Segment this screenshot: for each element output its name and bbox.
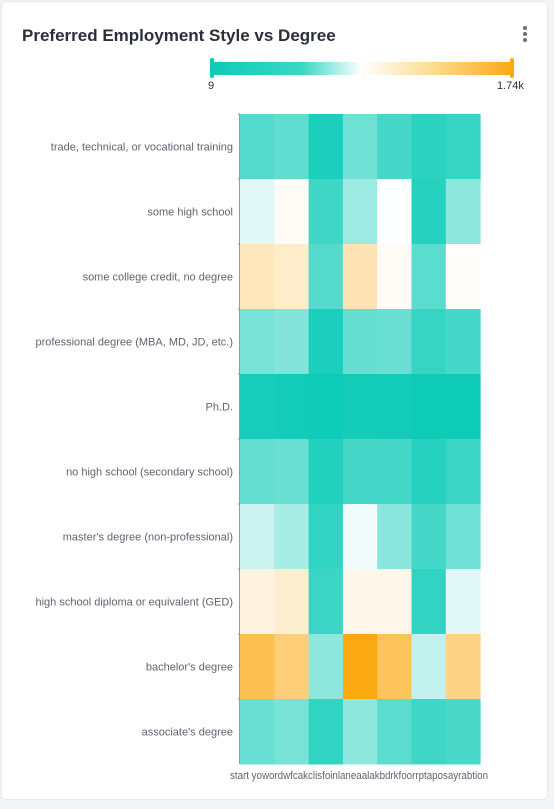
heatmap-cell[interactable] <box>274 114 310 180</box>
y-tick-label: master's degree (non-professional) <box>63 532 233 544</box>
y-tick-label: bachelor's degree <box>146 662 233 674</box>
heatmap-cell[interactable] <box>445 179 481 245</box>
heatmap-cell[interactable] <box>377 114 412 180</box>
heatmap-cell[interactable] <box>342 504 378 570</box>
heatmap-cell[interactable] <box>274 244 310 310</box>
heatmap-cell[interactable] <box>445 634 481 700</box>
heatmap-cell[interactable] <box>240 374 275 440</box>
heatmap-cell[interactable] <box>274 439 310 505</box>
y-tick-label: no high school (secondary school) <box>66 467 233 479</box>
heatmap-cell[interactable] <box>411 504 447 570</box>
heatmap-cell[interactable] <box>445 699 481 765</box>
heatmap-cell[interactable] <box>377 504 412 570</box>
heatmap-cell[interactable] <box>411 634 447 700</box>
heatmap-cell[interactable] <box>342 699 378 765</box>
heatmap-cell[interactable] <box>342 244 378 310</box>
heatmap-cell[interactable] <box>445 504 481 570</box>
legend-max-handle[interactable] <box>510 58 514 78</box>
heatmap-cell[interactable] <box>342 569 378 635</box>
heatmap-cell[interactable] <box>240 504 275 570</box>
heatmap-cell[interactable] <box>377 244 412 310</box>
heatmap-cell[interactable] <box>240 699 275 765</box>
y-tick-label: professional degree (MBA, MD, JD, etc.) <box>36 337 233 349</box>
heatmap-cell[interactable] <box>377 634 412 700</box>
heatmap-cell[interactable] <box>308 569 344 635</box>
heatmap-cell[interactable] <box>274 569 310 635</box>
heatmap-cell[interactable] <box>240 179 275 245</box>
heatmap-cell[interactable] <box>240 569 275 635</box>
heatmap-cell[interactable] <box>445 569 481 635</box>
y-tick-label: trade, technical, or vocational training <box>51 142 233 154</box>
heatmap-cell[interactable] <box>274 374 310 440</box>
heatmap-cell[interactable] <box>342 634 378 700</box>
chart-title: Preferred Employment Style vs Degree <box>22 26 336 45</box>
heatmap-cell[interactable] <box>308 179 344 245</box>
heatmap-cell[interactable] <box>411 699 447 765</box>
legend-min-label: 9 <box>208 80 215 92</box>
heatmap-cell[interactable] <box>308 374 344 440</box>
heatmap-cell[interactable] <box>274 699 310 765</box>
heatmap-cell[interactable] <box>342 179 378 245</box>
heatmap-cell[interactable] <box>308 244 344 310</box>
heatmap-cell[interactable] <box>240 634 275 700</box>
heatmap-cell[interactable] <box>342 309 378 375</box>
y-tick-label: some high school <box>147 207 233 219</box>
color-legend-bar <box>212 62 512 75</box>
heatmap-cell[interactable] <box>377 374 412 440</box>
heatmap-cell[interactable] <box>308 114 344 180</box>
heatmap-cell[interactable] <box>445 374 481 440</box>
heatmap-cell[interactable] <box>274 309 310 375</box>
heatmap-cell[interactable] <box>308 504 344 570</box>
heatmap-cell[interactable] <box>411 244 447 310</box>
heatmap-cell[interactable] <box>240 244 275 310</box>
y-tick-label: high school diploma or equivalent (GED) <box>36 597 234 609</box>
heatmap-cell[interactable] <box>240 309 275 375</box>
heatmap-cell[interactable] <box>411 439 447 505</box>
heatmap-cell[interactable] <box>308 439 344 505</box>
heatmap-cell[interactable] <box>411 374 447 440</box>
heatmap-cell[interactable] <box>342 114 378 180</box>
heatmap-cell[interactable] <box>445 114 481 180</box>
y-tick-label: some college credit, no degree <box>83 272 233 284</box>
heatmap-cell[interactable] <box>411 309 447 375</box>
x-tick-labels: start yowordwfcakclisfoinlaneaalakbdrkfo… <box>230 770 488 782</box>
heatmap-cell[interactable] <box>445 244 481 310</box>
y-tick-label: associate's degree <box>142 727 233 739</box>
heatmap-cell[interactable] <box>377 439 412 505</box>
heatmap-cell[interactable] <box>240 114 275 180</box>
heatmap-cell[interactable] <box>411 569 447 635</box>
heatmap-cell[interactable] <box>240 439 275 505</box>
more-options-icon[interactable] <box>517 24 533 46</box>
heatmap-cell[interactable] <box>377 699 412 765</box>
heatmap-cell[interactable] <box>445 309 481 375</box>
heatmap-cell[interactable] <box>342 374 378 440</box>
heatmap-cell[interactable] <box>377 309 412 375</box>
heatmap-cell[interactable] <box>411 114 447 180</box>
heatmap-cell[interactable] <box>411 179 447 245</box>
heatmap-cell[interactable] <box>342 439 378 505</box>
legend-max-label: 1.74k <box>497 80 524 92</box>
heatmap-cell[interactable] <box>377 179 412 245</box>
heatmap-cell[interactable] <box>308 699 344 765</box>
y-tick-label: Ph.D. <box>205 402 233 414</box>
heatmap-cell[interactable] <box>377 569 412 635</box>
heatmap-cell[interactable] <box>445 439 481 505</box>
heatmap-cell[interactable] <box>308 309 344 375</box>
heatmap-cell[interactable] <box>308 634 344 700</box>
heatmap-cell[interactable] <box>274 634 310 700</box>
heatmap-cell[interactable] <box>274 504 310 570</box>
heatmap-cell[interactable] <box>274 179 310 245</box>
